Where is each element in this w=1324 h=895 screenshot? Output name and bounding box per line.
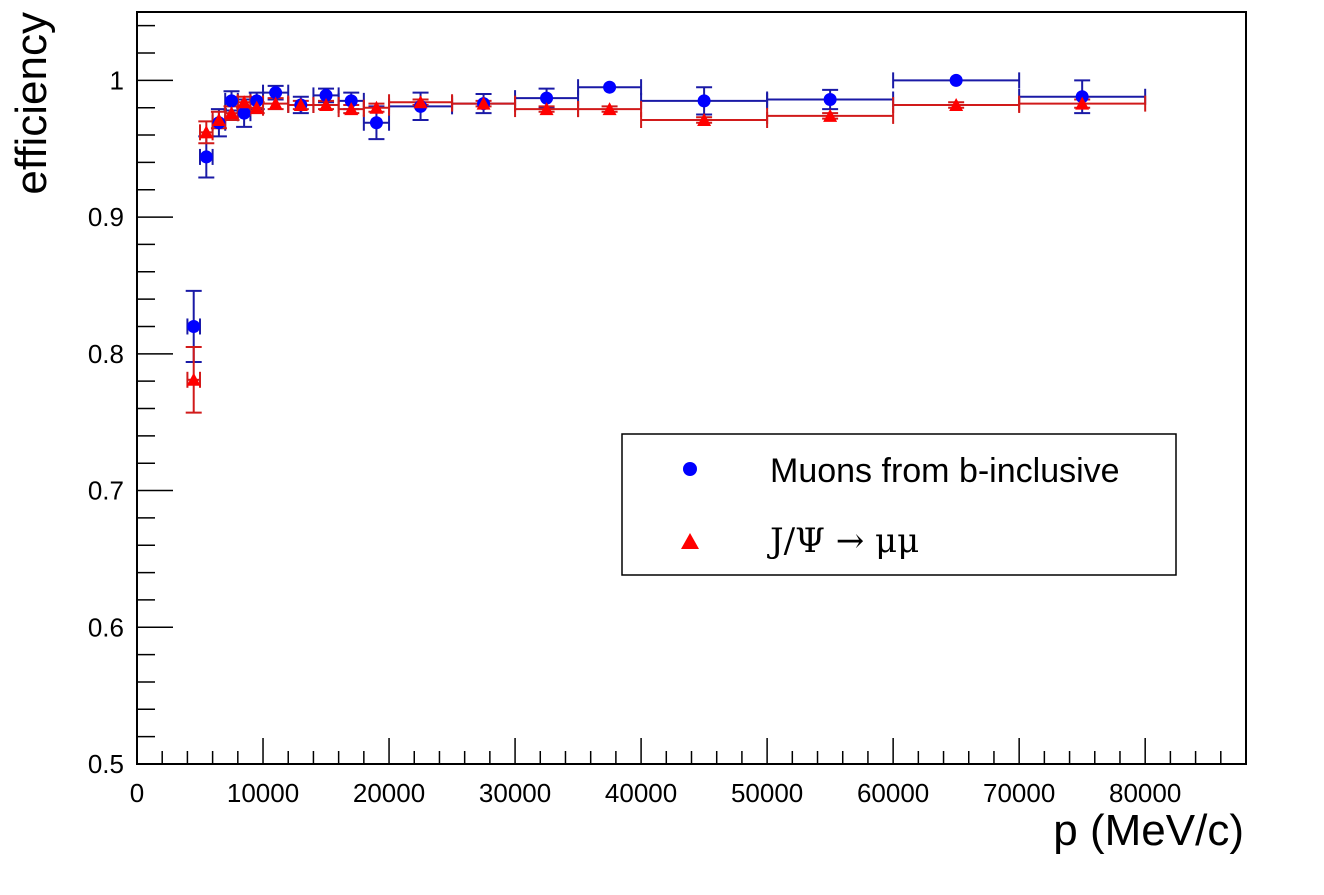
legend-marker-circle [683, 462, 697, 476]
data-point-triangle [539, 102, 554, 116]
data-point-circle [269, 86, 283, 100]
legend-label-jpsi: J/Ψ → μμ [767, 521, 919, 561]
data-point-circle [697, 94, 711, 108]
x-tick-label: 20000 [353, 778, 425, 808]
axis-ticks [136, 24, 1247, 765]
data-point-circle [199, 150, 213, 164]
data-point-circle [369, 116, 383, 130]
data-point-triangle [1075, 96, 1090, 110]
data-point-circle [949, 73, 963, 87]
data-point-triangle [344, 102, 359, 116]
y-tick-label: 1 [110, 65, 124, 95]
data-point-circle [319, 88, 333, 102]
x-tick-label: 10000 [227, 778, 299, 808]
data-point-circle [237, 106, 251, 120]
y-tick-label: 0.6 [88, 612, 124, 642]
error-bars [185, 72, 1147, 414]
x-axis-title: p (MeV/c) [1053, 806, 1244, 855]
data-point-triangle [186, 372, 201, 386]
y-tick-label: 0.9 [88, 202, 124, 232]
x-tick-label: 50000 [731, 778, 803, 808]
x-tick-labels: 0 10000 20000 30000 40000 50000 60000 70000 8000… [130, 778, 1182, 808]
x-tick-label: 70000 [983, 778, 1055, 808]
x-tick-label: 0 [130, 778, 144, 808]
x-tick-label: 80000 [1109, 778, 1181, 808]
y-tick-labels: 0.5 0.6 0.7 0.8 0.9 1 [88, 65, 124, 779]
data-point-circle [187, 319, 201, 333]
data-point-circle [344, 94, 358, 108]
y-tick-label: 0.8 [88, 339, 124, 369]
data-markers [186, 73, 1090, 386]
x-tick-label: 60000 [857, 778, 929, 808]
data-point-triangle [293, 97, 308, 111]
data-point-triangle [268, 96, 283, 110]
data-point-triangle [319, 97, 334, 111]
data-point-triangle [476, 96, 491, 110]
data-point-circle [225, 94, 239, 108]
x-tick-label: 40000 [605, 778, 677, 808]
legend-label-muons: Muons from b-inclusive [770, 452, 1120, 490]
data-point-circle [823, 93, 837, 107]
data-point-triangle [199, 125, 214, 139]
data-point-triangle [249, 100, 264, 114]
legend-box [621, 433, 1177, 576]
legend: Muons from b-inclusive J/Ψ → μμ [621, 433, 1177, 576]
data-point-triangle [224, 106, 239, 120]
legend-marker-triangle [681, 533, 699, 549]
data-point-triangle [237, 95, 252, 109]
y-tick-label: 0.7 [88, 476, 124, 506]
data-point-circle [603, 80, 617, 94]
data-point-triangle [823, 108, 838, 122]
data-point-triangle [211, 113, 226, 127]
data-point-triangle [949, 97, 964, 111]
y-axis-title: efficiency [7, 12, 56, 195]
data-point-circle [540, 91, 554, 105]
x-tick-label: 30000 [479, 778, 551, 808]
data-point-triangle [369, 100, 384, 114]
data-point-triangle [697, 113, 712, 127]
data-point-triangle [413, 95, 428, 109]
data-point-triangle [602, 102, 617, 116]
plot-frame [136, 11, 1247, 765]
y-tick-label: 0.5 [88, 749, 124, 779]
